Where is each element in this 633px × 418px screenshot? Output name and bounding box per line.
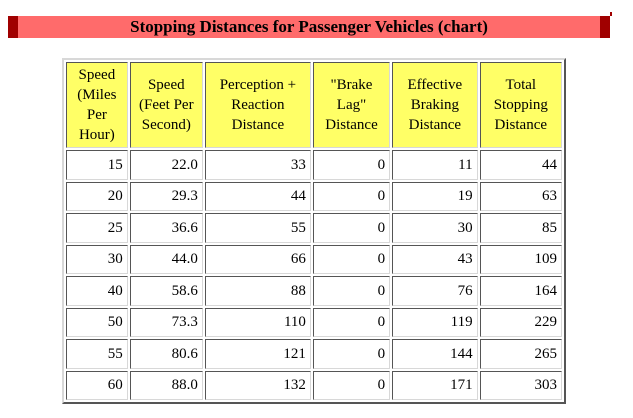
stopping-distance-table-frame: Speed (Miles Per Hour) Speed (Feet Per S… [62, 58, 566, 404]
cell-effective-braking: 144 [392, 339, 478, 369]
cell-total-stopping: 229 [479, 307, 562, 337]
cell-effective-braking: 119 [392, 307, 478, 337]
cell-brake-lag: 0 [312, 181, 391, 211]
cell-effective-braking: 43 [392, 244, 478, 274]
cell-brake-lag: 0 [312, 276, 391, 306]
table-row: 40 58.6 88 0 76 164 [66, 276, 562, 306]
title-bar-tick [610, 12, 612, 16]
cell-speed-fps: 22.0 [129, 150, 203, 180]
cell-total-stopping: 109 [479, 244, 562, 274]
cell-total-stopping: 265 [479, 339, 562, 369]
cell-brake-lag: 0 [312, 213, 391, 243]
header-row: Speed (Miles Per Hour) Speed (Feet Per S… [66, 62, 562, 148]
cell-speed-mph: 30 [66, 244, 128, 274]
cell-total-stopping: 164 [479, 276, 562, 306]
cell-effective-braking: 171 [392, 370, 478, 400]
cell-brake-lag: 0 [312, 244, 391, 274]
cell-perception-reaction: 121 [204, 339, 311, 369]
cell-total-stopping: 63 [479, 181, 562, 211]
cell-brake-lag: 0 [312, 150, 391, 180]
table-row: 15 22.0 33 0 11 44 [66, 150, 562, 180]
cell-speed-mph: 25 [66, 213, 128, 243]
cell-perception-reaction: 66 [204, 244, 311, 274]
cell-speed-fps: 88.0 [129, 370, 203, 400]
stopping-distance-table: Speed (Miles Per Hour) Speed (Feet Per S… [64, 60, 564, 402]
cell-speed-fps: 73.3 [129, 307, 203, 337]
cell-perception-reaction: 44 [204, 181, 311, 211]
table-row: 50 73.3 110 0 119 229 [66, 307, 562, 337]
cell-brake-lag: 0 [312, 370, 391, 400]
cell-perception-reaction: 88 [204, 276, 311, 306]
cell-speed-fps: 36.6 [129, 213, 203, 243]
cell-effective-braking: 76 [392, 276, 478, 306]
cell-effective-braking: 11 [392, 150, 478, 180]
cell-effective-braking: 19 [392, 181, 478, 211]
column-header-effective-braking: Effective Braking Distance [392, 62, 478, 148]
column-header-brake-lag: "Brake Lag" Distance [312, 62, 391, 148]
column-header-perception-reaction: Perception + Reaction Distance [204, 62, 311, 148]
cell-speed-mph: 50 [66, 307, 128, 337]
cell-speed-fps: 80.6 [129, 339, 203, 369]
cell-perception-reaction: 110 [204, 307, 311, 337]
column-header-speed-mph: Speed (Miles Per Hour) [66, 62, 128, 148]
cell-speed-mph: 60 [66, 370, 128, 400]
cell-total-stopping: 44 [479, 150, 562, 180]
cell-total-stopping: 85 [479, 213, 562, 243]
page-title: Stopping Distances for Passenger Vehicle… [130, 17, 488, 36]
cell-brake-lag: 0 [312, 339, 391, 369]
cell-perception-reaction: 55 [204, 213, 311, 243]
cell-speed-mph: 15 [66, 150, 128, 180]
cell-brake-lag: 0 [312, 307, 391, 337]
cell-speed-fps: 29.3 [129, 181, 203, 211]
cell-speed-fps: 44.0 [129, 244, 203, 274]
table-row: 20 29.3 44 0 19 63 [66, 181, 562, 211]
table-row: 55 80.6 121 0 144 265 [66, 339, 562, 369]
cell-perception-reaction: 132 [204, 370, 311, 400]
table-row: 60 88.0 132 0 171 303 [66, 370, 562, 400]
cell-total-stopping: 303 [479, 370, 562, 400]
column-header-total-stopping: Total Stopping Distance [479, 62, 562, 148]
table-row: 30 44.0 66 0 43 109 [66, 244, 562, 274]
cell-speed-mph: 55 [66, 339, 128, 369]
table-row: 25 36.6 55 0 30 85 [66, 213, 562, 243]
column-header-speed-fps: Speed (Feet Per Second) [129, 62, 203, 148]
cell-effective-braking: 30 [392, 213, 478, 243]
title-bar: Stopping Distances for Passenger Vehicle… [8, 12, 612, 38]
cell-speed-mph: 20 [66, 181, 128, 211]
cell-speed-fps: 58.6 [129, 276, 203, 306]
cell-perception-reaction: 33 [204, 150, 311, 180]
cell-speed-mph: 40 [66, 276, 128, 306]
